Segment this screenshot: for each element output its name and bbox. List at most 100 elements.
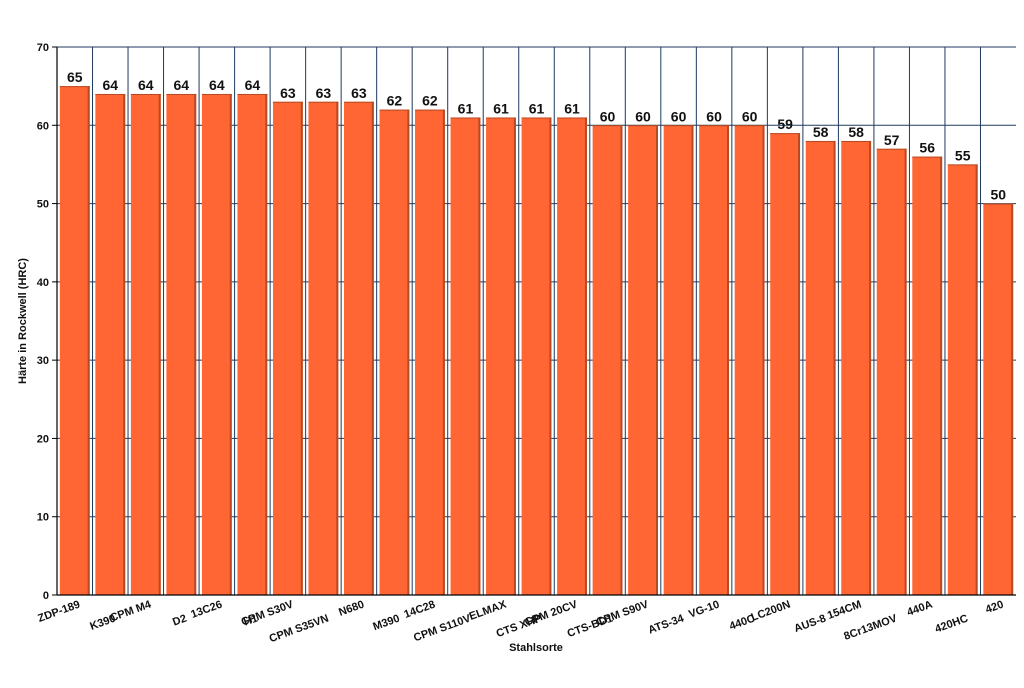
bar-shadow (975, 164, 978, 595)
bar (734, 125, 765, 596)
x-tick-label: 14C28 (402, 599, 437, 621)
bar-shadow (727, 125, 730, 596)
y-tick-label: 50 (37, 199, 49, 211)
x-tick-label: 420 (984, 599, 1005, 617)
data-label: 64 (245, 77, 261, 93)
bar-shadow (229, 93, 232, 595)
bar (521, 117, 552, 595)
x-tick-label: LC200N (750, 599, 793, 624)
bar-shadow (691, 125, 694, 596)
data-label: 58 (848, 124, 864, 140)
bar (343, 101, 374, 596)
bar (699, 125, 730, 596)
data-label: 64 (209, 77, 225, 93)
data-label: 60 (671, 108, 687, 124)
bar (59, 86, 90, 596)
bar-shadow (940, 156, 943, 595)
x-tick-label: ZDP-189 (36, 599, 81, 625)
x-tick-label: ATS-34 (647, 612, 687, 636)
y-tick-label: 20 (37, 433, 49, 445)
x-tick-label: 8Cr13MOV (842, 612, 899, 643)
bar (166, 93, 197, 595)
data-label: 62 (387, 93, 403, 109)
label-layer: 65 64 64 64 64 64 63 63 63 62 62 61 61 61 61 60 60 60 60 60… (67, 69, 1006, 202)
bar-shadow (407, 109, 410, 595)
data-label: 61 (493, 100, 509, 116)
bar (912, 156, 943, 595)
data-label: 58 (813, 124, 829, 140)
data-label: 63 (280, 85, 296, 101)
data-label: 61 (458, 100, 474, 116)
data-label: 60 (742, 108, 758, 124)
bar-shadow (1011, 203, 1014, 596)
bar (628, 125, 658, 596)
bar-shadow (194, 93, 197, 595)
bar (272, 101, 303, 596)
x-tick-label: D2 (171, 613, 188, 629)
data-label: 65 (67, 69, 83, 85)
data-label: 60 (600, 108, 616, 124)
bar-shadow (265, 93, 268, 595)
bar-shadow (123, 93, 126, 595)
x-tick-label: CPM S35VN (268, 613, 331, 646)
bar-shadow (371, 101, 374, 596)
bar-shadow (655, 125, 658, 596)
bar (557, 117, 587, 595)
x-tick-label: H1 (242, 613, 259, 629)
bar-shadow (336, 101, 339, 596)
y-tick-label: 10 (37, 512, 49, 524)
bar-shadow (513, 117, 516, 595)
bar-shadow (549, 117, 552, 595)
bar-shadow (620, 125, 623, 596)
x-tick-label: CPM 20CV (523, 598, 579, 628)
bar (486, 117, 516, 595)
bar-shadow (158, 93, 161, 595)
data-label: 56 (919, 140, 935, 156)
data-label: 61 (564, 100, 580, 116)
y-axis-title: Härte in Rockwell (HRC) (17, 258, 29, 384)
bar-shadow (442, 109, 445, 595)
bar (308, 101, 339, 596)
bar (130, 93, 161, 595)
bar (876, 148, 907, 595)
data-label: 64 (138, 77, 154, 93)
data-label: 60 (635, 108, 651, 124)
bar-shadow (87, 86, 90, 596)
x-tick-label: 154CM (826, 599, 863, 622)
x-tick-label: CPM M4 (109, 598, 154, 624)
bar-shadow (584, 117, 587, 595)
x-tick-label: AUS-8 (793, 613, 828, 636)
bar-shadow (300, 101, 303, 596)
x-tick-label: M390 (371, 613, 401, 634)
bar-shadow (762, 125, 765, 596)
data-label: 50 (990, 187, 1006, 203)
x-tick-label: VG-10 (687, 599, 721, 621)
bar-shadow (904, 148, 907, 595)
y-tick-label: 30 (37, 355, 49, 367)
y-tick-label: 70 (37, 42, 49, 54)
y-tick-label: 40 (37, 277, 49, 289)
x-tick-label: ELMAX (468, 598, 509, 623)
y-tick-label: 60 (37, 120, 49, 132)
bar-shadow (798, 133, 801, 595)
bar-shadow (833, 140, 836, 595)
data-label: 60 (706, 108, 722, 124)
bar-shadow (478, 117, 481, 595)
bar (379, 109, 410, 595)
data-label: 61 (529, 100, 545, 116)
bar (947, 164, 978, 595)
x-tick-label: 420HC (933, 613, 969, 636)
data-label: 62 (422, 93, 438, 109)
x-tick-label: CPM S30V (240, 598, 296, 628)
bar-shadow (869, 140, 872, 595)
x-tick-label: 440A (905, 599, 934, 619)
data-label: 64 (174, 77, 190, 93)
data-label: 63 (351, 85, 367, 101)
x-tick-label: CPM S110V (412, 612, 473, 644)
bar (805, 140, 836, 595)
bar (841, 140, 872, 595)
x-tick-label: N680 (337, 599, 366, 619)
data-label: 63 (316, 85, 332, 101)
